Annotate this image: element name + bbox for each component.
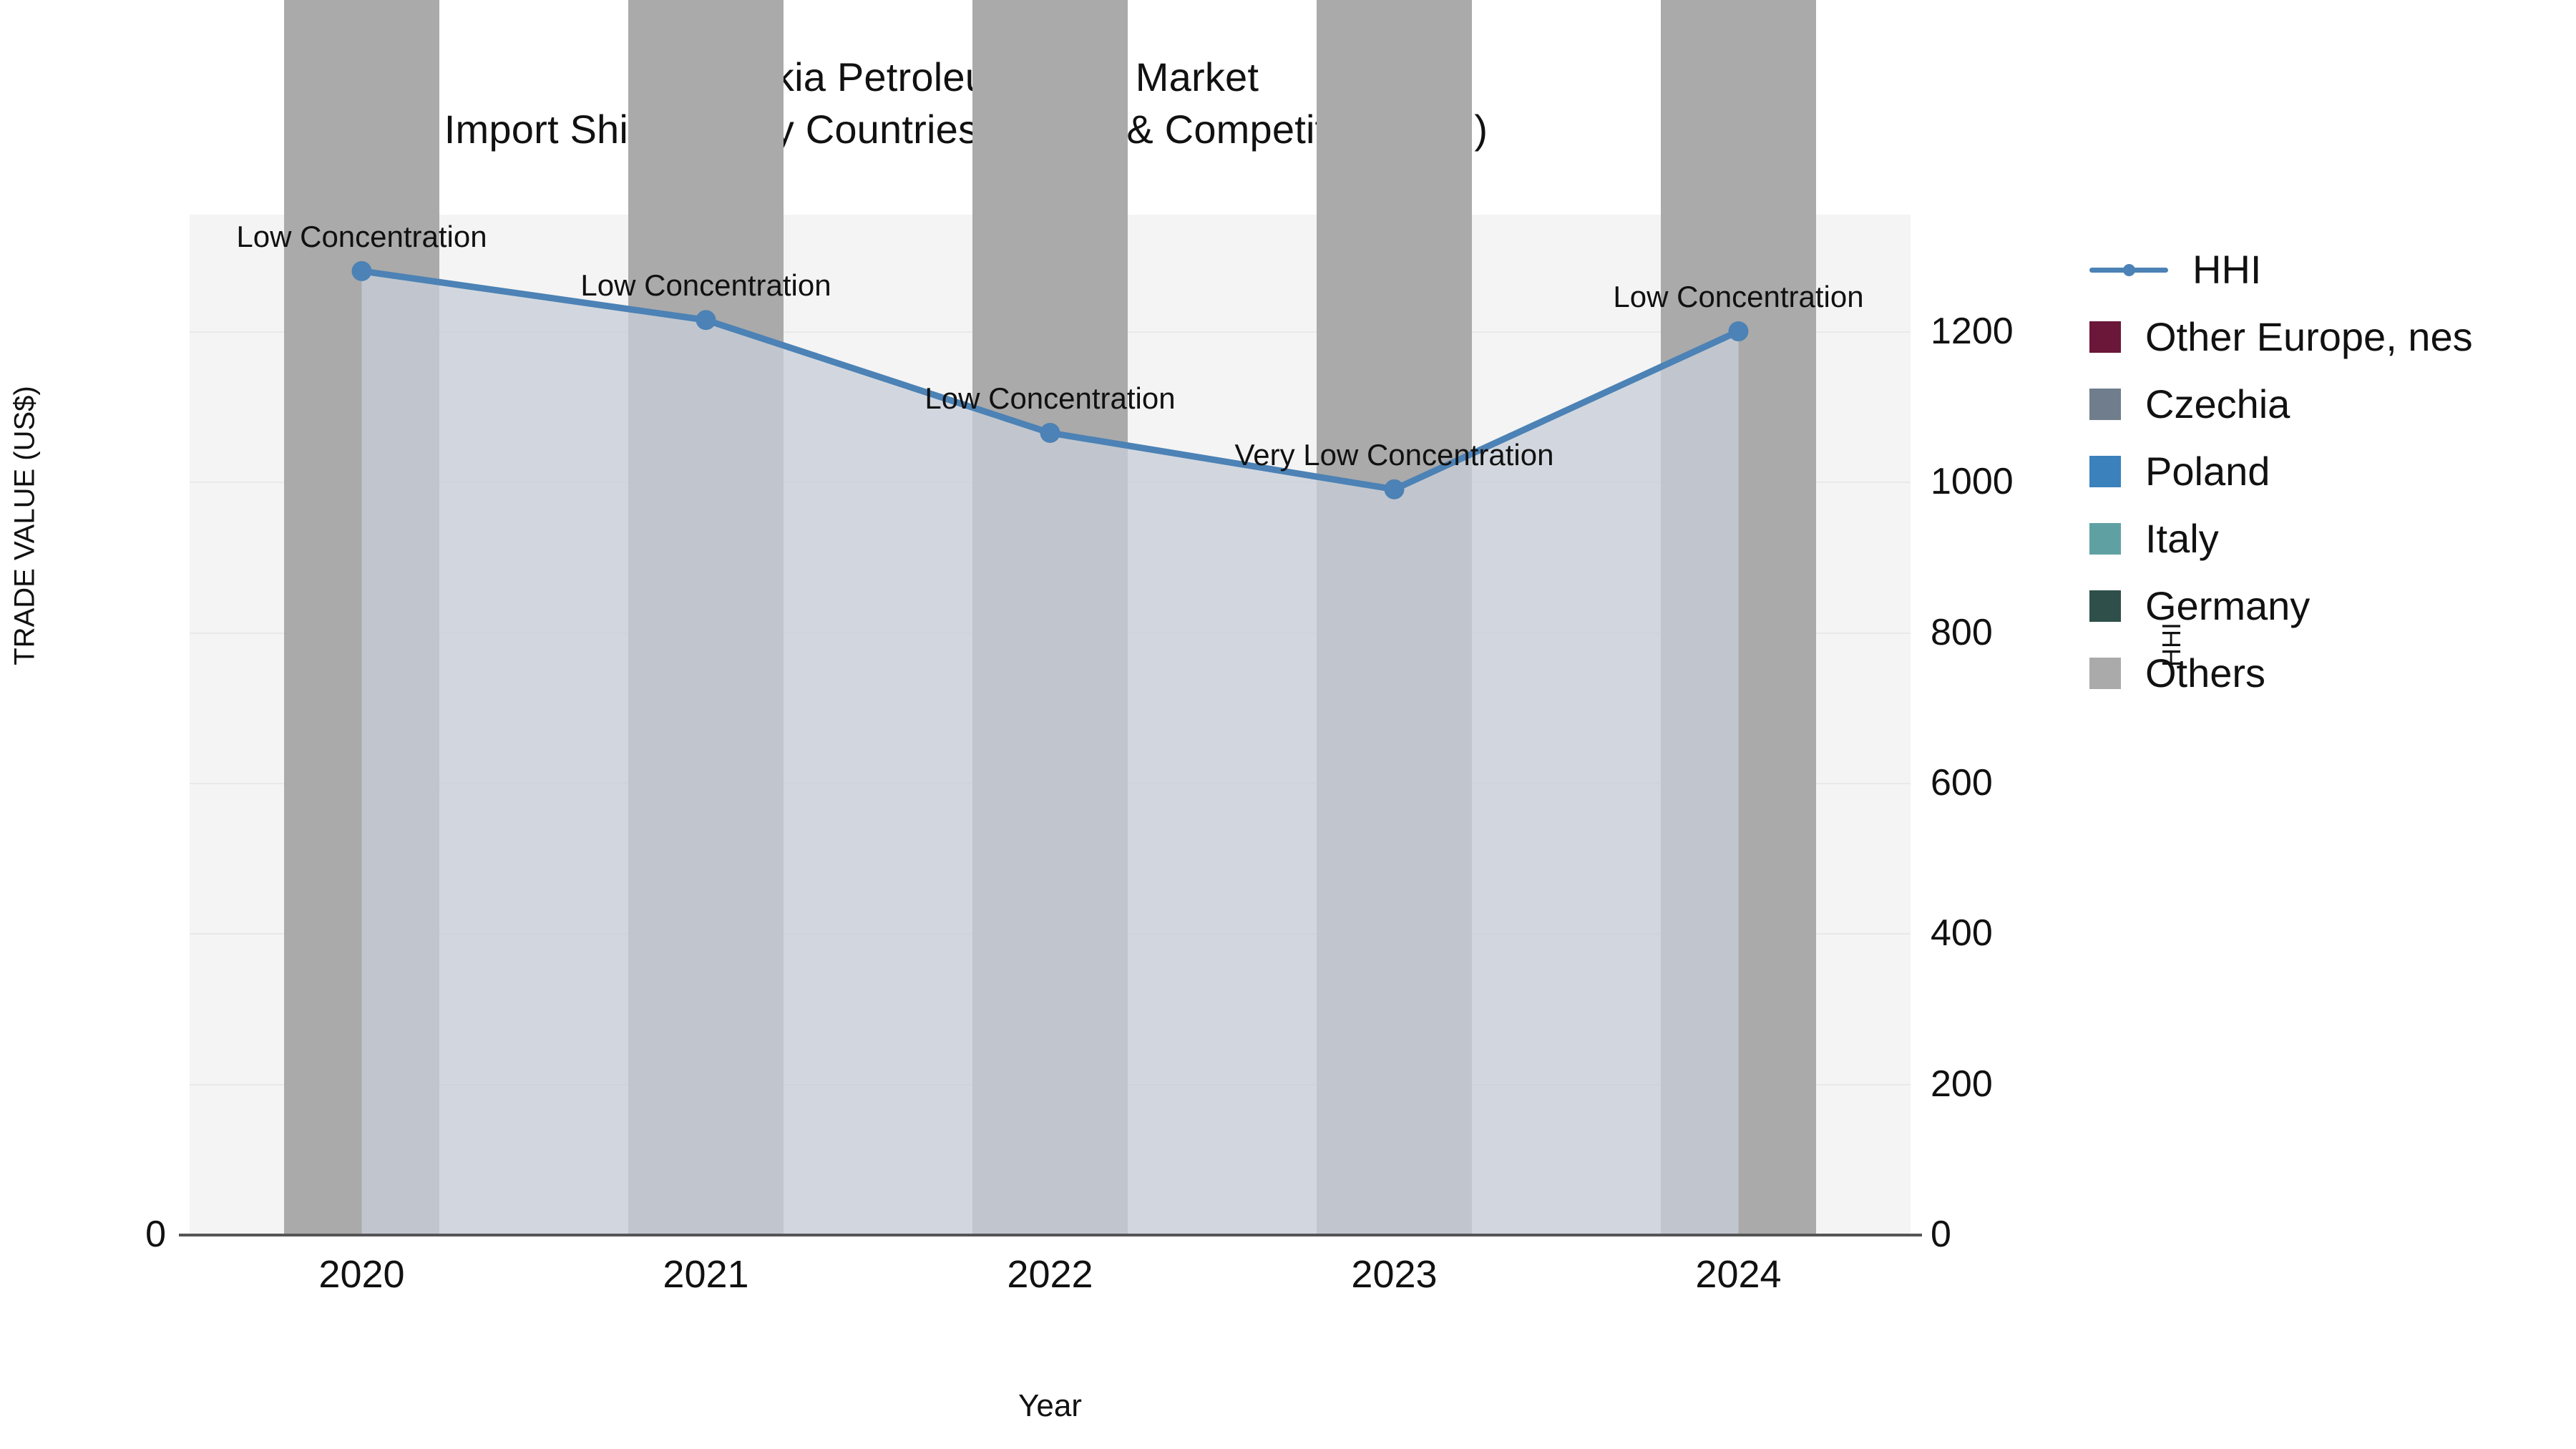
chart-subtitle: Import Shipment by Countries (Top 5) & C… — [444, 106, 1488, 152]
legend: HHI Other Europe, nes Czechia Poland Italy Ge… — [2089, 236, 2562, 707]
legend-swatch-icon — [2089, 590, 2121, 622]
concentration-annotation: Very Low Concentration — [1234, 437, 1554, 472]
legend-item-poland[interactable]: Poland — [2089, 438, 2562, 505]
y2-axis-tick-label: 400 — [1931, 912, 1993, 955]
x-axis-tick-label: 2020 — [318, 1253, 405, 1296]
hhi-line-overlay — [351, 260, 1749, 1235]
x-axis-title: Year — [1018, 1388, 1082, 1423]
y2-axis-tick-label: 1200 — [1931, 311, 2014, 352]
legend-label: Other Europe, nes — [2145, 314, 2473, 359]
x-axis-line — [179, 1234, 1922, 1236]
y-axis-left: 02M4M6M8M10M12M — [0, 215, 177, 1255]
legend-item-germany[interactable]: Germany — [2089, 572, 2562, 640]
concentration-annotation: Low Concentration — [236, 219, 487, 253]
hhi-data-point[interactable] — [1728, 321, 1749, 342]
concentration-annotation: Low Concentration — [580, 268, 831, 303]
concentration-annotation: Low Concentration — [924, 381, 1176, 415]
y2-axis-tick-label: 800 — [1931, 611, 1993, 653]
hhi-data-point[interactable] — [1384, 479, 1405, 499]
plot-area: Low Concentration Low Concentration Low Co… — [190, 0, 1911, 1236]
legend-item-others[interactable]: Others — [2089, 640, 2562, 707]
legend-swatch-icon — [2089, 389, 2121, 420]
legend-item-czechia[interactable]: Czechia — [2089, 371, 2562, 438]
y2-axis-tick-label: 200 — [1931, 1063, 1993, 1105]
legend-swatch-icon — [2089, 523, 2121, 555]
x-axis-tick-label: 2023 — [1351, 1253, 1438, 1296]
legend-swatch-icon — [2089, 658, 2121, 689]
y-axis-left-title: TRADE VALUE (US$) — [9, 386, 41, 665]
hhi-data-point[interactable] — [351, 260, 372, 281]
concentration-annotation: Low Concentration — [1613, 280, 1864, 313]
legend-swatch-icon — [2089, 321, 2121, 353]
x-axis-tick-label: 2022 — [1007, 1253, 1093, 1296]
y2-axis-tick-label: 1000 — [1931, 461, 2014, 503]
legend-label: Poland — [2145, 449, 2270, 494]
legend-label: Italy — [2145, 516, 2219, 561]
chart-title-block: Slovakia Petroleum Dyes Market Import Sh… — [0, 52, 1932, 156]
x-axis-tick-label: 2021 — [663, 1253, 749, 1296]
legend-item-italy[interactable]: Italy — [2089, 505, 2562, 572]
hhi-area-fill — [361, 270, 1739, 1235]
hhi-data-point[interactable] — [696, 310, 716, 331]
legend-item-other-europe-nes[interactable]: Other Europe, nes — [2089, 303, 2562, 371]
y-axis-right: 0 200 400 600 800 1000 1200 — [1922, 215, 2137, 1255]
y2-axis-tick-label: 600 — [1931, 762, 1993, 804]
legend-item-hhi[interactable]: HHI — [2089, 236, 2562, 303]
y-axis-tick-label: 0 — [145, 1214, 166, 1255]
y2-axis-tick-label: 0 — [1931, 1214, 1951, 1255]
legend-line-marker-icon — [2089, 254, 2168, 286]
legend-label: Czechia — [2145, 381, 2290, 426]
legend-swatch-icon — [2089, 456, 2121, 487]
x-axis-tick-label: 2024 — [1695, 1253, 1782, 1296]
legend-label: Germany — [2145, 583, 2311, 628]
hhi-data-point[interactable] — [1040, 422, 1060, 443]
legend-label: Others — [2145, 650, 2266, 696]
legend-label: HHI — [2192, 247, 2262, 292]
